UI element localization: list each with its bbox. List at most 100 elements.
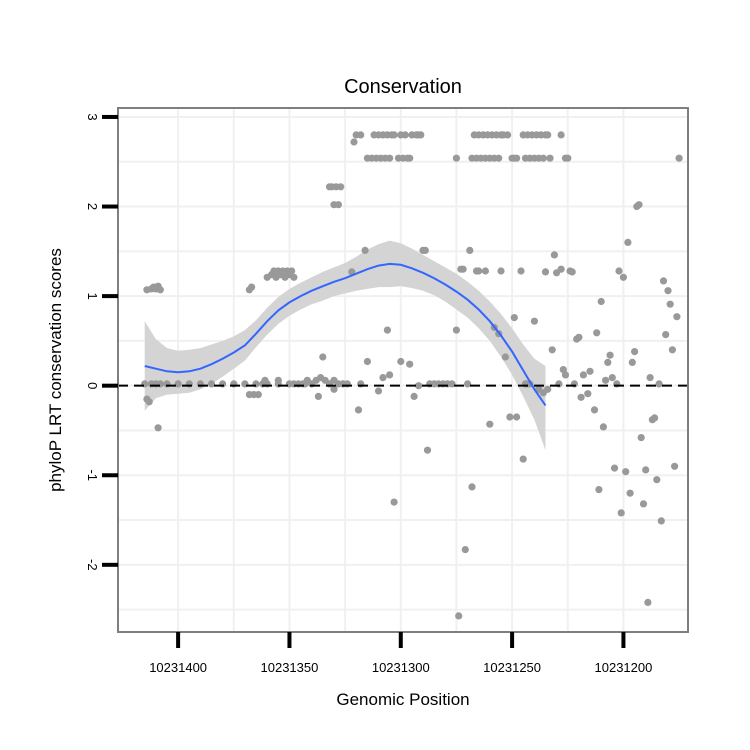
data-point [415,382,423,390]
data-point [504,131,512,139]
grid [118,108,688,632]
data-point [406,154,414,162]
data-point [577,393,585,401]
data-point [615,267,623,275]
y-tick-label: -2 [85,559,100,571]
data-point [464,380,472,388]
axes: 10231400 10231350 10231300 10231250 10231200… [85,113,652,675]
data-point [452,154,460,162]
data-point [642,466,650,474]
data-point [657,517,665,525]
data-point [550,251,559,259]
x-tick-label: 10231300 [372,660,430,675]
data-point [501,353,509,361]
data-point [466,246,474,254]
data-point [455,612,463,620]
data-point [548,346,556,354]
data-point [646,374,654,382]
data-point [334,201,342,209]
data-point [452,326,460,334]
data-point [590,406,599,414]
y-tick-label: -1 [85,469,100,481]
data-point [544,385,552,393]
data-point [626,489,634,497]
data-point [290,273,298,281]
data-point [519,455,527,463]
data-point [584,390,592,398]
data-point [568,268,576,276]
data-point [593,329,601,337]
data-point [319,353,327,361]
data-point [261,376,269,384]
data-point [668,346,677,354]
data-point [354,406,363,414]
data-point [401,131,409,139]
data-point [481,267,489,275]
data-point [546,154,554,162]
confidence-ribbon [144,240,546,451]
data-point [564,154,572,162]
data-point [337,183,345,191]
data-point [622,468,630,476]
data-point [510,314,518,322]
data-point [486,420,494,428]
data-point [156,286,164,294]
data-point [619,273,628,281]
data-point [513,154,521,162]
data-point [461,546,469,554]
data-point [653,476,661,484]
data-point [579,371,588,379]
data-point [174,380,182,388]
data-point [274,376,282,384]
data-point [497,267,505,275]
data-point [651,414,659,422]
data-point [254,391,262,399]
data-point [639,500,648,508]
data-point [379,374,387,382]
data-point [659,277,668,285]
data-point [513,413,521,421]
data-point [390,131,398,139]
data-point [637,434,645,442]
data-point [350,138,358,146]
data-point [397,357,405,366]
data-point [671,462,679,470]
data-point [544,131,552,139]
panel-border [117,107,689,633]
data-point [145,398,153,406]
data-point [666,300,674,308]
data-point [539,154,547,162]
data-point [475,267,483,275]
y-tick-label: 1 [85,292,100,299]
y-tick-label: 3 [85,113,100,120]
data-point [517,267,525,275]
data-point [595,486,603,494]
data-point [602,376,610,384]
data-point [417,131,425,139]
data-point [357,131,365,139]
data-point [597,297,605,306]
data-point [383,326,391,334]
data-point [386,154,394,162]
data-point [541,268,550,276]
data-point [586,367,594,375]
data-point [617,509,625,517]
x-tick-label: 10231250 [483,660,541,675]
data-point [610,464,619,472]
data-point [421,246,429,254]
y-tick-label: 2 [85,203,100,210]
data-point [664,287,672,295]
x-tick-label: 10231350 [261,660,319,675]
data-point [448,380,456,388]
data-point [288,267,296,275]
data-point [557,131,565,139]
data-point [561,371,570,379]
y-axis-label: phyloP LRT conservation scores [46,248,65,492]
data-point [361,246,369,254]
data-point [644,598,652,607]
data-point [599,423,608,431]
data-point [154,424,162,432]
data-point [557,265,565,273]
data-point [575,333,583,341]
